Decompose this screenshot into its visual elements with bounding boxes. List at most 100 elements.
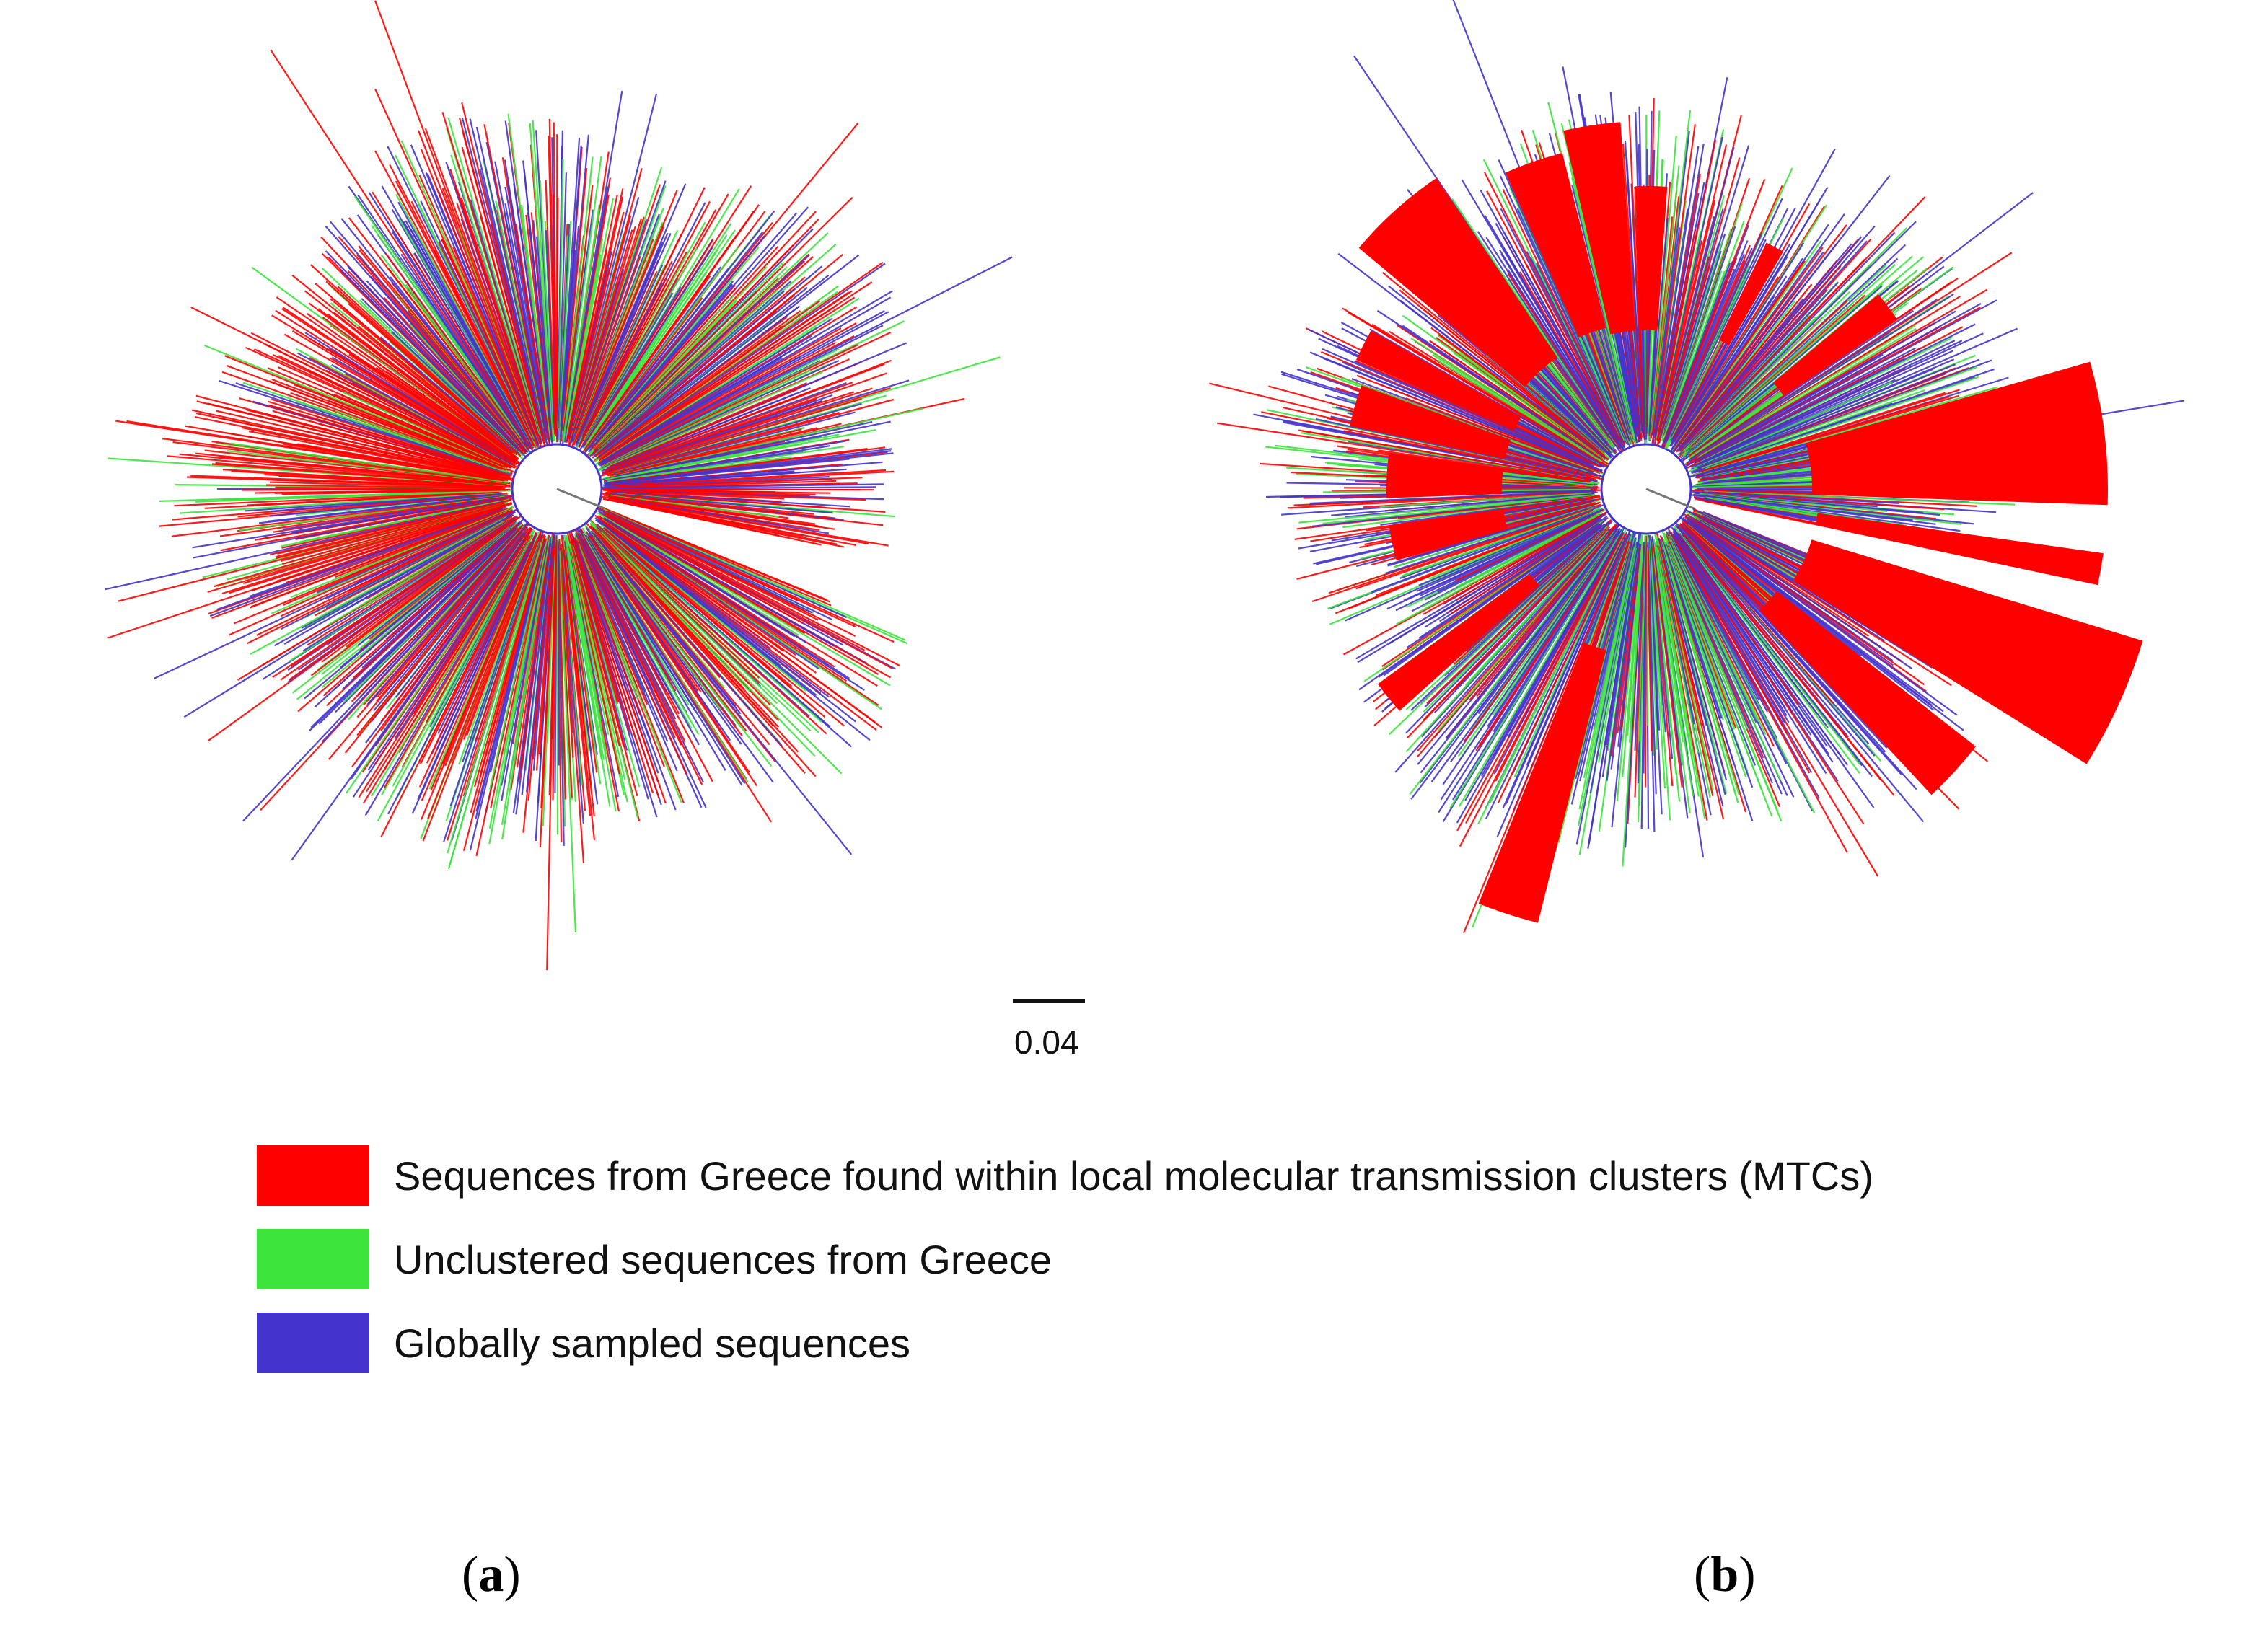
tree-branch	[571, 256, 641, 447]
tree-branch	[1690, 299, 1848, 448]
tree-branch	[603, 507, 827, 601]
tree-branch	[1679, 232, 1896, 456]
tree-branch	[351, 533, 524, 767]
tree-branch	[447, 544, 541, 841]
tree-branch	[1429, 340, 1602, 459]
tree-branch	[1466, 519, 1613, 653]
tree-branch	[610, 491, 850, 508]
panel-label-a: (a)	[462, 1547, 521, 1602]
tree-branch	[370, 539, 527, 797]
tree-branch	[1677, 532, 1842, 757]
tree-branch	[1502, 188, 1626, 445]
tree-branch	[607, 341, 837, 463]
tree-branch	[1658, 265, 1711, 444]
tree-branch	[1606, 543, 1640, 781]
tree-branch	[1676, 272, 1775, 436]
tree-branch	[1676, 535, 1865, 825]
tree-branch	[321, 521, 518, 688]
tree-branch	[1693, 381, 1893, 469]
tree-branch	[390, 276, 522, 445]
tree-branch	[480, 216, 545, 445]
tree-branch	[281, 500, 501, 547]
tree-branch	[501, 547, 548, 801]
tree-branch	[1634, 186, 1645, 429]
tree-branch	[358, 326, 514, 454]
tree-branch	[1697, 363, 1956, 469]
tree-branch	[372, 191, 528, 442]
tree-branch	[1477, 529, 1627, 825]
tree-branch	[1674, 256, 1788, 442]
tree-branch	[322, 523, 519, 697]
tree-branch	[204, 344, 507, 469]
tree-branch	[195, 452, 504, 485]
tree-branch	[1654, 534, 1699, 754]
tree-branch	[291, 539, 522, 861]
tree-branch	[1695, 336, 1953, 465]
tree-branch	[301, 429, 514, 480]
tree-branch	[598, 371, 823, 472]
tree-branch	[421, 542, 535, 801]
tree-branch	[1678, 244, 1837, 448]
tree-branch	[1697, 358, 1980, 470]
tree-branch	[413, 252, 527, 439]
tree-branch	[280, 508, 513, 617]
tree-branch	[521, 204, 551, 436]
tree-branch	[1681, 528, 1902, 775]
tree-branch	[603, 265, 823, 451]
tree-branch	[602, 498, 822, 546]
collapsed-cluster-wedge	[1377, 573, 1539, 711]
tree-branch	[592, 197, 853, 454]
tree-branch	[558, 221, 572, 443]
tree-branch	[566, 534, 610, 736]
tree-panel-b	[1209, 0, 2185, 934]
tree-branch	[1519, 271, 1619, 441]
tree-branch	[417, 533, 538, 801]
tree-branch	[304, 332, 514, 462]
tree-branch	[1682, 537, 1860, 765]
tree-branch	[280, 520, 511, 681]
tree-branch	[1685, 288, 1828, 446]
tree-branch	[1671, 538, 1788, 764]
tree-branch	[1628, 547, 1643, 743]
tree-branch	[1694, 302, 1982, 463]
tree-branch	[1654, 193, 1700, 437]
tree-branch	[529, 123, 555, 441]
tree-branch	[605, 286, 808, 451]
tree-branch	[1689, 221, 1917, 446]
tree-branch	[1658, 539, 1707, 726]
tree-branch	[215, 462, 511, 487]
tree-branch	[447, 542, 542, 854]
tree-branch	[1480, 189, 1620, 441]
tree-branch	[347, 514, 504, 593]
tree-branch	[167, 455, 501, 485]
tree-branch	[321, 517, 519, 663]
tree-branch	[420, 200, 535, 442]
tree-branch	[1622, 543, 1643, 777]
tree-branch	[501, 536, 550, 825]
tree-branch	[573, 239, 654, 446]
tree-branch	[601, 524, 806, 692]
collapsed-cluster-wedge	[1759, 591, 1976, 795]
tree-branch	[450, 154, 541, 436]
tree-branch	[1670, 239, 1767, 438]
tree-branch	[1698, 325, 1916, 458]
tree-branch	[1378, 449, 1592, 482]
tree-branch	[159, 490, 499, 502]
tree-branch	[327, 313, 514, 457]
tree-branch	[601, 521, 876, 723]
tree-branch	[1692, 490, 1899, 504]
tree-branch	[612, 499, 838, 545]
tree-branch	[562, 156, 594, 435]
tree-branch	[1698, 332, 1984, 466]
tree-branch	[250, 515, 507, 656]
tree-branch	[1661, 542, 1740, 795]
tree-branch	[616, 443, 803, 479]
tree-branch	[179, 492, 498, 514]
tree-branch	[1430, 529, 1618, 782]
tree-branch	[426, 532, 537, 764]
tree-branch	[1645, 547, 1649, 726]
tree-branch	[1410, 338, 1609, 466]
collapsed-cluster-wedge	[1358, 177, 1557, 387]
tree-branch	[1670, 242, 1805, 451]
tree-branch	[1676, 525, 1819, 697]
